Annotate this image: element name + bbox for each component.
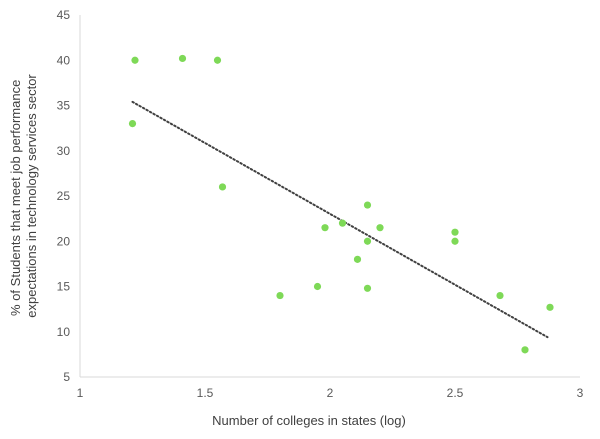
data-point <box>218 183 227 191</box>
x-axis-title: Number of colleges in states (log) <box>212 413 406 428</box>
data-point <box>338 219 347 227</box>
data-point <box>376 224 384 232</box>
y-tick-label: 20 <box>57 234 71 248</box>
y-tick-label: 25 <box>57 189 71 203</box>
data-point <box>321 224 329 232</box>
x-tick-label: 1.5 <box>197 386 214 400</box>
x-tick-label: 2 <box>327 386 334 400</box>
data-point <box>128 120 137 128</box>
trendline-group <box>131 100 549 339</box>
data-point <box>276 291 284 300</box>
y-tick-label: 45 <box>57 8 71 22</box>
x-tick-label: 3 <box>577 386 584 400</box>
data-points <box>128 54 554 354</box>
data-point <box>496 291 504 300</box>
data-point <box>521 346 529 354</box>
data-point <box>313 282 322 291</box>
data-point <box>353 255 362 263</box>
data-point <box>451 228 459 236</box>
y-tick-label: 10 <box>57 325 71 339</box>
y-axis-title-line-2: expectations in technology services sect… <box>24 74 39 318</box>
trendline <box>131 100 549 339</box>
data-point <box>451 237 459 245</box>
x-tick-label: 1 <box>77 386 84 400</box>
y-tick-label: 35 <box>57 99 71 113</box>
y-tick-label: 30 <box>57 144 71 158</box>
y-axis-title: % of Students that meet job performance … <box>8 74 39 318</box>
data-point <box>131 56 139 64</box>
data-point <box>363 237 372 245</box>
y-tick-label: 15 <box>57 280 71 294</box>
y-tick-label: 5 <box>63 370 70 384</box>
tick-labels: 5 10 15 20 25 30 35 40 45 1 1.5 2 2.5 3 <box>57 8 584 400</box>
data-point <box>546 303 554 311</box>
y-tick-label: 40 <box>57 53 71 67</box>
data-point <box>213 56 222 64</box>
data-point <box>363 201 372 209</box>
data-point <box>363 284 372 292</box>
data-point <box>178 54 187 63</box>
x-tick-label: 2.5 <box>447 386 464 400</box>
y-axis-title-line-1: % of Students that meet job performance <box>8 80 23 316</box>
chart-axes <box>79 15 580 378</box>
